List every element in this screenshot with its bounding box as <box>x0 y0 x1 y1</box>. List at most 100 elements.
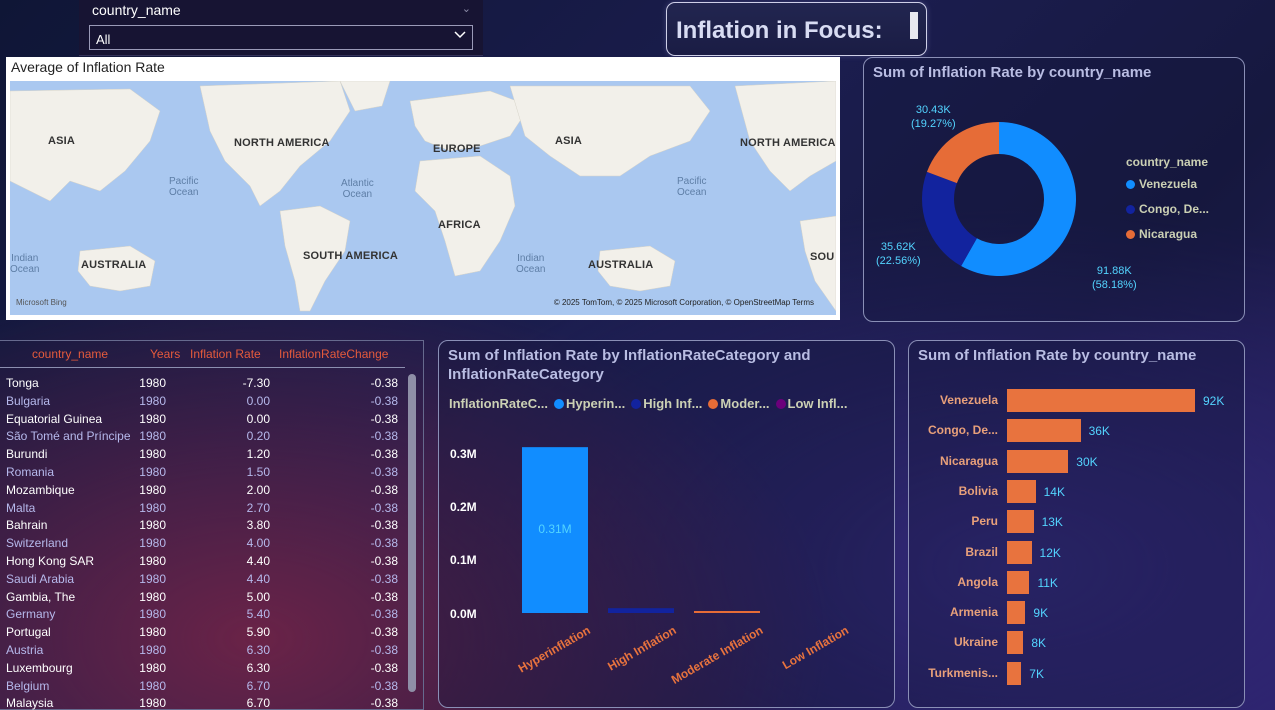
cell-inflation-rate: 0.00 <box>246 411 270 426</box>
table-header-country[interactable]: country_name <box>32 347 109 361</box>
donut-slice-0[interactable] <box>961 122 1076 276</box>
legend-item-nicaragua[interactable]: Nicaragua <box>1126 227 1197 241</box>
table-row[interactable]: Malta 1980 2.70 -0.38 <box>0 499 405 517</box>
table-row[interactable]: Tonga 1980 -7.30 -0.38 <box>0 374 405 392</box>
cell-inflation-change: -0.38 <box>370 607 398 622</box>
cell-country: Belgium <box>6 678 50 693</box>
cell-inflation-change: -0.38 <box>370 678 398 693</box>
table-row[interactable]: Equatorial Guinea 1980 0.00 -0.38 <box>0 410 405 428</box>
donut-chart-card[interactable]: Sum of Inflation Rate by country_name 91… <box>863 57 1245 322</box>
ocean-label-atlantic: Atlantic Ocean <box>341 178 374 200</box>
map-label-south-america: SOUTH AMERICA <box>303 250 399 262</box>
table-row[interactable]: Belgium 1980 6.70 -0.38 <box>0 677 405 695</box>
donut-slice-1[interactable] <box>922 171 977 267</box>
column-bar-2[interactable] <box>694 611 760 613</box>
cell-country: Gambia, The <box>6 589 76 604</box>
table-row[interactable]: Bahrain 1980 3.80 -0.38 <box>0 516 405 534</box>
table-row[interactable]: Gambia, The 1980 5.00 -0.38 <box>0 588 405 606</box>
bar-value-label: 9K <box>1033 606 1049 621</box>
column-chart[interactable]: 0.31M <box>439 341 896 709</box>
table-row[interactable]: Switzerland 1980 4.00 -0.38 <box>0 534 405 552</box>
table-row[interactable]: São Tomé and Príncipe 1980 0.20 -0.38 <box>0 427 405 445</box>
y-tick: 0.1M <box>450 553 477 567</box>
table-row[interactable]: Germany 1980 5.40 -0.38 <box>0 605 405 623</box>
bar-category-label: Venezuela <box>939 393 998 407</box>
bar-category-label: Turkmenis... <box>928 665 998 680</box>
table-row[interactable]: Romania 1980 1.50 -0.38 <box>0 463 405 481</box>
ocean-label-indian: Indian Ocean <box>10 253 40 275</box>
cell-country: Germany <box>6 607 56 622</box>
bar-category-label: Angola <box>957 574 998 589</box>
cell-country: Austria <box>6 643 44 657</box>
world-map[interactable]: ASIA NORTH AMERICA EUROPE ASIA NORTH AME… <box>10 81 836 315</box>
bar-1[interactable] <box>1007 419 1081 443</box>
cell-inflation-change: -0.38 <box>370 411 398 426</box>
chevron-down-icon[interactable]: ⌄ <box>461 3 471 15</box>
cell-inflation-rate: 0.00 <box>246 393 270 408</box>
column-chart-legend[interactable]: InflationRateC... Hyperin... High Inf... Mo… <box>449 396 848 411</box>
table-row[interactable]: Mozambique 1980 2.00 -0.38 <box>0 481 405 499</box>
bar-6[interactable] <box>1007 570 1030 594</box>
cell-inflation-rate: 6.70 <box>246 696 270 710</box>
cell-year: 1980 <box>139 518 166 533</box>
table-row[interactable]: Luxembourg 1980 6.30 -0.38 <box>0 659 405 677</box>
cell-year: 1980 <box>139 376 166 390</box>
report-title-box[interactable]: Inflation in Focus: <box>666 2 927 56</box>
cell-year: 1980 <box>139 607 166 622</box>
bar-4[interactable] <box>1007 510 1034 534</box>
country-slicer[interactable]: country_name ⌄ All <box>79 0 483 56</box>
bar-0[interactable] <box>1007 389 1195 412</box>
bar-2[interactable] <box>1007 449 1069 473</box>
category-column-chart-card[interactable]: Sum of Inflation Rate by InflationRateCa… <box>438 340 895 708</box>
table-header-years[interactable]: Years <box>150 347 181 361</box>
bar-value-label: 36K <box>1088 424 1110 439</box>
bar-5[interactable] <box>1007 540 1032 564</box>
cell-year: 1980 <box>139 696 166 710</box>
legend-item-congo[interactable]: Congo, De... <box>1126 202 1209 216</box>
cell-inflation-rate: 5.90 <box>246 625 270 640</box>
cell-inflation-rate: 4.40 <box>246 554 270 568</box>
cell-inflation-change: -0.38 <box>370 376 398 390</box>
donut-chart[interactable] <box>864 58 1246 323</box>
cell-year: 1980 <box>139 536 166 551</box>
cell-year: 1980 <box>139 625 166 640</box>
donut-chart-title: Sum of Inflation Rate by country_name <box>873 64 1152 81</box>
cell-year: 1980 <box>139 678 166 693</box>
column-bar-0[interactable] <box>522 447 588 613</box>
bar-8[interactable] <box>1007 631 1024 655</box>
table-header-inflation-change[interactable]: InflationRateChange <box>279 347 389 361</box>
cell-country: Bulgaria <box>6 393 51 408</box>
table-scrollbar[interactable] <box>408 374 416 692</box>
cell-year: 1980 <box>139 643 166 657</box>
slicer-dropdown[interactable]: All <box>89 25 473 50</box>
bar-value-label: 92K <box>1203 394 1225 408</box>
bar-9[interactable] <box>1007 661 1022 685</box>
legend-item-venezuela[interactable]: Venezuela <box>1126 177 1197 191</box>
map-label-australia: AUSTRALIA <box>81 259 147 271</box>
map-visual[interactable]: Average of Inflation Rate <box>6 57 840 320</box>
cell-inflation-change: -0.38 <box>370 589 398 604</box>
column-bar-1[interactable] <box>608 608 674 613</box>
table-row[interactable]: Saudi Arabia 1980 4.40 -0.38 <box>0 570 405 588</box>
ocean-label-pacific: Pacific Ocean <box>169 176 199 198</box>
donut-slice-2[interactable] <box>926 122 999 184</box>
table-row[interactable]: Bulgaria 1980 0.00 -0.38 <box>0 392 405 410</box>
country-bar-chart-card[interactable]: Sum of Inflation Rate by country_name Ve… <box>908 340 1245 708</box>
table-row[interactable]: Austria 1980 6.30 -0.38 <box>0 641 405 659</box>
table-row[interactable]: Portugal 1980 5.90 -0.38 <box>0 623 405 641</box>
map-attribution[interactable]: © 2025 TomTom, © 2025 Microsoft Corporat… <box>553 298 814 307</box>
cell-country: Bahrain <box>6 518 48 533</box>
bar-7[interactable] <box>1007 601 1026 625</box>
table-row[interactable]: Burundi 1980 1.20 -0.38 <box>0 445 405 463</box>
cell-year: 1980 <box>139 554 166 568</box>
inflation-table[interactable]: country_name Years Inflation Rate Inflat… <box>0 340 424 710</box>
table-header-inflation-rate[interactable]: Inflation Rate <box>190 347 261 361</box>
cell-inflation-rate: 4.00 <box>246 536 270 551</box>
donut-legend-title: country_name <box>1126 155 1209 169</box>
map-land <box>10 81 836 312</box>
table-row[interactable]: Hong Kong SAR 1980 4.40 -0.38 <box>0 552 405 570</box>
bar-3[interactable] <box>1007 479 1036 503</box>
donut-label-nicaragua: 30.43K (19.27%) <box>911 104 956 130</box>
cell-inflation-rate: -7.30 <box>242 376 270 390</box>
table-row[interactable]: Malaysia 1980 6.70 -0.38 <box>0 694 405 710</box>
